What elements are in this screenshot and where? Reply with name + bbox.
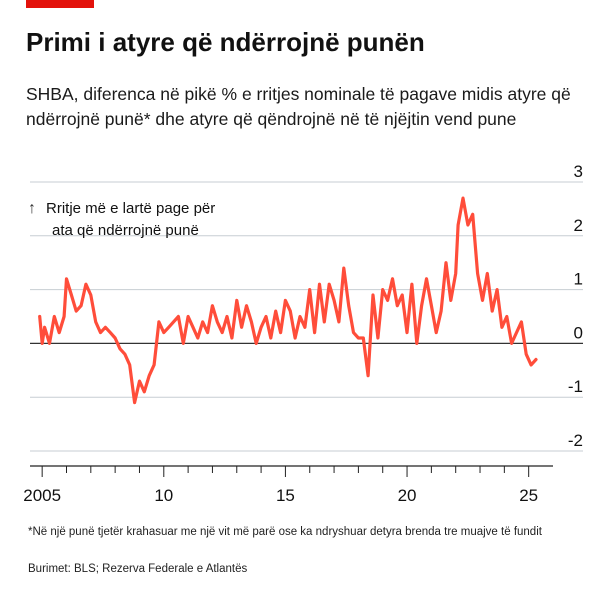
x-axis-ticks: 2005 10 15 20 25 (23, 465, 553, 505)
y-tick-label: 2 (574, 216, 583, 235)
series-layer (38, 196, 538, 405)
y-tick-label: -1 (568, 377, 583, 396)
y-axis-ticks: 3 2 1 0 -1 -2 (568, 162, 583, 450)
x-tick-label: 20 (398, 486, 417, 505)
chart-annotation: ↑ Rritje më e lartë page për ata që ndërr… (28, 198, 215, 242)
annotation-line-2: ata që ndërrojnë punë (52, 222, 199, 239)
x-tick-label: 25 (519, 486, 538, 505)
series-line (38, 196, 538, 405)
annotation-line-1: Rritje më e lartë page për (46, 200, 216, 217)
y-tick-label: 0 (574, 323, 583, 342)
x-tick-label: 2005 (23, 486, 61, 505)
footnote: *Në një punë tjetër krahasuar me një vit… (28, 526, 542, 538)
x-tick-label: 15 (276, 486, 295, 505)
accent-bar (26, 0, 94, 8)
arrow-up-icon: ↑ (28, 200, 36, 217)
chart-title: Primi i atyre që ndërrojnë punën (26, 27, 425, 57)
y-tick-label: 3 (574, 162, 583, 181)
grid-lines (30, 181, 583, 452)
x-tick-label: 10 (154, 486, 173, 505)
y-tick-label: 1 (574, 270, 583, 289)
chart-subtitle: SHBA, diferenca në pikë % e rritjes nomi… (26, 84, 571, 129)
y-tick-label: -2 (568, 431, 583, 450)
source-note: Burimet: BLS; Rezerva Federale e Atlantë… (28, 563, 248, 575)
